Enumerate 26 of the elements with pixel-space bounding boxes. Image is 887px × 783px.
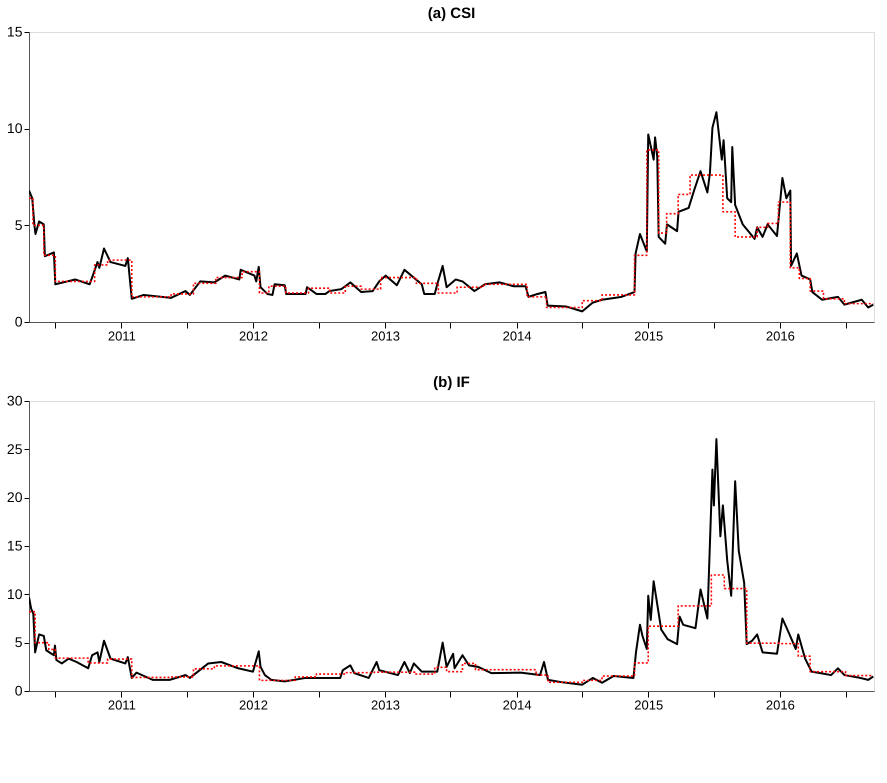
x-tick-label: 2015 [634,698,664,712]
chart-title: (a) CSI [428,5,476,22]
x-tick-label: 2016 [766,328,795,344]
y-tick-label: 5 [14,216,23,233]
y-tick-label: 10 [6,586,23,602]
y-tick-label: 15 [6,24,23,40]
x-tick-label: 2011 [108,328,136,344]
x-tick-label: 2014 [502,698,532,712]
y-tick-label: 15 [6,538,23,554]
y-tick-label: 5 [14,634,23,650]
y-tick-label: 20 [6,489,23,506]
x-tick-label: 2012 [239,328,268,344]
chart-title: (b) IF [433,374,470,391]
x-tick-label: 2013 [371,328,400,344]
y-tick-label: 25 [6,440,23,457]
x-tick-label: 2013 [371,698,400,712]
line-series [29,111,874,312]
x-tick-label: 2015 [634,328,664,344]
x-tick-label: 2011 [108,698,136,712]
y-tick-label: 0 [14,314,23,330]
y-tick-label: 30 [6,392,23,408]
x-tick-label: 2014 [502,328,532,344]
x-tick-label: 2012 [239,698,268,712]
y-tick-label: 0 [14,682,23,698]
x-tick-label: 2016 [766,698,795,712]
y-tick-label: 10 [6,120,23,136]
